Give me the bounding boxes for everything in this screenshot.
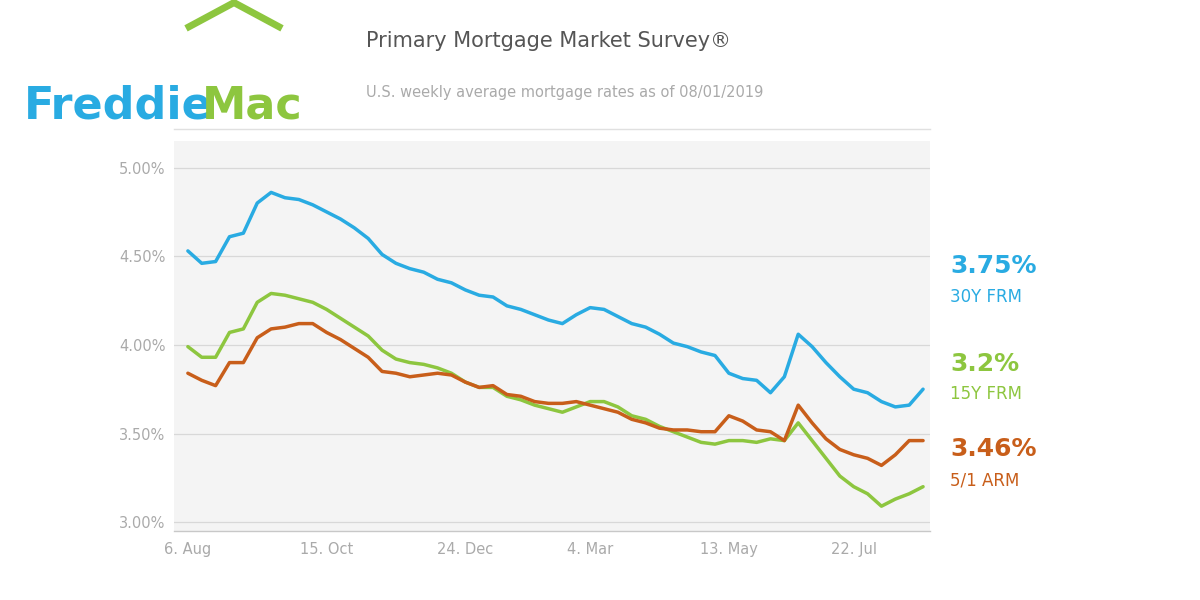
Text: 5/1 ARM: 5/1 ARM — [950, 471, 1020, 489]
Text: 3.75%: 3.75% — [950, 254, 1037, 278]
Text: Freddie: Freddie — [24, 84, 212, 127]
Text: 15Y FRM: 15Y FRM — [950, 385, 1022, 403]
Text: Mac: Mac — [202, 84, 302, 127]
Text: Primary Mortgage Market Survey®: Primary Mortgage Market Survey® — [366, 31, 731, 51]
Text: U.S. weekly average mortgage rates as of 08/01/2019: U.S. weekly average mortgage rates as of… — [366, 85, 763, 100]
Text: 3.2%: 3.2% — [950, 352, 1020, 376]
Text: 3.46%: 3.46% — [950, 437, 1037, 461]
Text: 30Y FRM: 30Y FRM — [950, 288, 1022, 306]
